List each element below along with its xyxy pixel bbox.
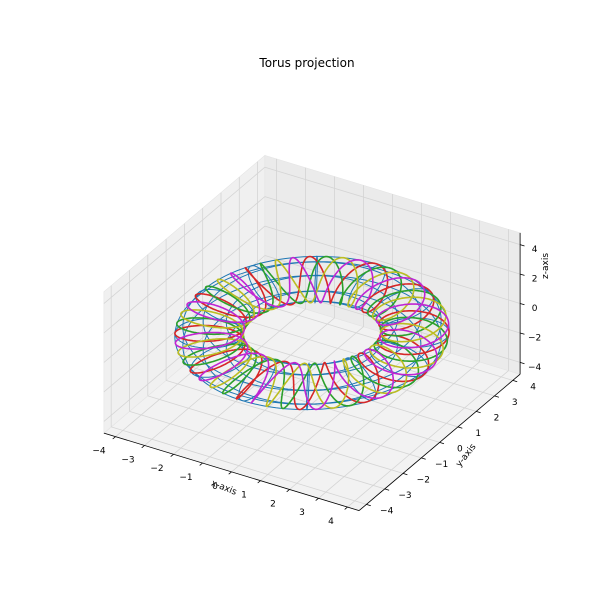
x-tick-label: −4: [92, 447, 106, 457]
z-tick-mark: [519, 303, 525, 306]
torus-curve-1: [174, 255, 450, 411]
z-tick-mark: [519, 244, 525, 247]
torus-curve-4: [174, 256, 450, 411]
grid-line: [202, 349, 459, 428]
grid-line: [165, 380, 422, 459]
x-tick-mark: [315, 497, 319, 501]
torus-curve-3: [177, 256, 447, 409]
y-tick-mark: [512, 380, 518, 383]
z-tick-mark: [519, 362, 525, 365]
grid-line: [129, 411, 385, 490]
y-tick-mark: [402, 473, 408, 476]
y-tick-label: −4: [380, 507, 394, 517]
z-tick-label: 4: [532, 245, 538, 255]
y-tick-mark: [476, 411, 481, 414]
x-tick-mark: [141, 445, 145, 449]
grid-line: [103, 196, 266, 334]
grid-line: [264, 196, 521, 275]
chart-title: Torus projection: [258, 56, 354, 70]
grid-lines: [103, 158, 521, 508]
x-tick-mark: [170, 453, 174, 457]
x-tick-mark: [344, 506, 348, 510]
y-tick-label: 1: [475, 429, 481, 439]
x-tick-label: 0: [212, 482, 218, 492]
y-tick-mark: [366, 504, 371, 507]
y-tick-label: −2: [417, 476, 430, 486]
torus-curves: [174, 255, 450, 411]
y-tick-mark: [384, 488, 390, 491]
y-tick-mark: [494, 395, 500, 398]
z-tick-label: 2: [532, 275, 538, 285]
x-tick-mark: [112, 436, 116, 440]
y-tick-label: 3: [512, 398, 518, 408]
y-tick-mark: [421, 457, 426, 460]
x-tick-label: 2: [270, 499, 276, 509]
grid-line: [264, 166, 521, 245]
y-tick-mark: [457, 426, 463, 429]
x-tick-label: −2: [150, 464, 163, 474]
axis-ticks: −4 −3 −2 −1 0 1 2 3 4 −4 −3 −2 −1 0 1 2 3 4 −4 −2 0 2 4: [92, 232, 542, 527]
y-tick-label: 4: [530, 383, 536, 393]
grid-line: [111, 426, 367, 505]
z-tick-label: −4: [528, 363, 542, 373]
z-axis-label: z-axis: [541, 253, 551, 279]
x-tick-label: 1: [241, 491, 247, 501]
x-axis-line: [103, 432, 360, 511]
x-tick-mark: [199, 462, 203, 466]
grid-line: [264, 225, 521, 304]
x-tick-label: 4: [328, 517, 334, 527]
x-tick-label: −1: [179, 473, 192, 483]
grid-line: [103, 166, 266, 304]
grid-line: [103, 225, 266, 363]
y-tick-label: −1: [435, 460, 448, 470]
x-tick-mark: [228, 471, 232, 475]
z-tick-mark: [519, 273, 525, 276]
y-tick-label: 2: [494, 414, 500, 424]
grid-line: [147, 395, 404, 474]
z-tick-label: −2: [528, 333, 541, 343]
x-axis-label: x-axis: [210, 479, 239, 498]
x-tick-label: 3: [299, 508, 305, 518]
y-tick-mark: [439, 442, 445, 445]
z-tick-mark: [519, 332, 525, 335]
x-tick-label: −3: [121, 455, 134, 465]
x-tick-mark: [257, 480, 261, 484]
z-tick-label: 0: [532, 304, 538, 314]
x-tick-mark: [286, 489, 290, 493]
y-axis-line: [358, 373, 521, 511]
torus-curve-2: [176, 255, 449, 410]
y-tick-label: −3: [398, 491, 411, 501]
y-tick-label: 0: [457, 445, 463, 455]
